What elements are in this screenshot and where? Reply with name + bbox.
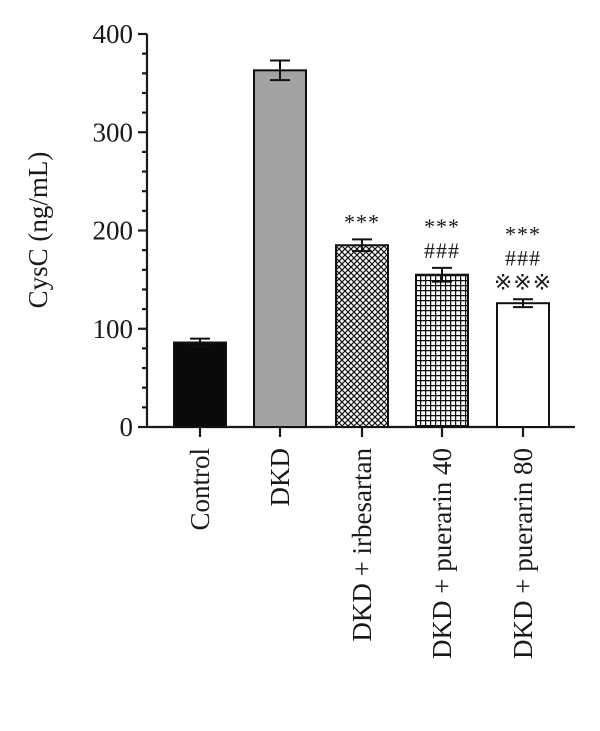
- category-label: DKD + puerarin 80: [508, 448, 538, 659]
- y-tick-label: 0: [120, 412, 134, 442]
- significance-mark: ***: [344, 209, 380, 234]
- bar: [173, 341, 227, 429]
- significance-mark: ###: [505, 245, 541, 270]
- category-label: DKD + irbesartan: [347, 448, 377, 642]
- y-tick-label: 400: [93, 19, 134, 49]
- category-label: DKD: [265, 448, 295, 507]
- y-tick-label: 300: [93, 117, 134, 147]
- bar: [335, 244, 389, 428]
- bar: [253, 69, 307, 428]
- category-label: DKD + puerarin 40: [427, 448, 457, 659]
- bar: [415, 273, 469, 428]
- significance-mark: ※※※: [494, 269, 552, 294]
- bar: [496, 302, 550, 428]
- y-axis: 0 100 200 300 400 CysC (ng/mL): [23, 19, 149, 442]
- category-label: Control: [185, 448, 215, 531]
- y-tick-label: 200: [93, 216, 134, 246]
- error-bars: [190, 59, 533, 348]
- y-axis-label: CysC (ng/mL): [23, 152, 53, 309]
- x-ticks: [198, 427, 525, 437]
- error-bar: [513, 298, 533, 309]
- significance-marks: *** ***###***###※※※: [344, 209, 552, 294]
- error-bar: [352, 238, 372, 253]
- significance-mark: ***: [424, 214, 460, 239]
- y-ticks: 0 100 200 300 400: [93, 19, 147, 442]
- significance-mark: ***: [505, 221, 541, 246]
- error-bar: [190, 337, 210, 348]
- category-labels: Control DKD DKD + irbesartan DKD + puerarin…: [185, 448, 538, 659]
- x-axis: [146, 425, 575, 437]
- bars: [173, 69, 550, 429]
- significance-mark: ###: [424, 238, 460, 263]
- y-tick-label: 100: [93, 314, 134, 344]
- error-bar: [432, 266, 452, 283]
- error-bar: [270, 59, 290, 82]
